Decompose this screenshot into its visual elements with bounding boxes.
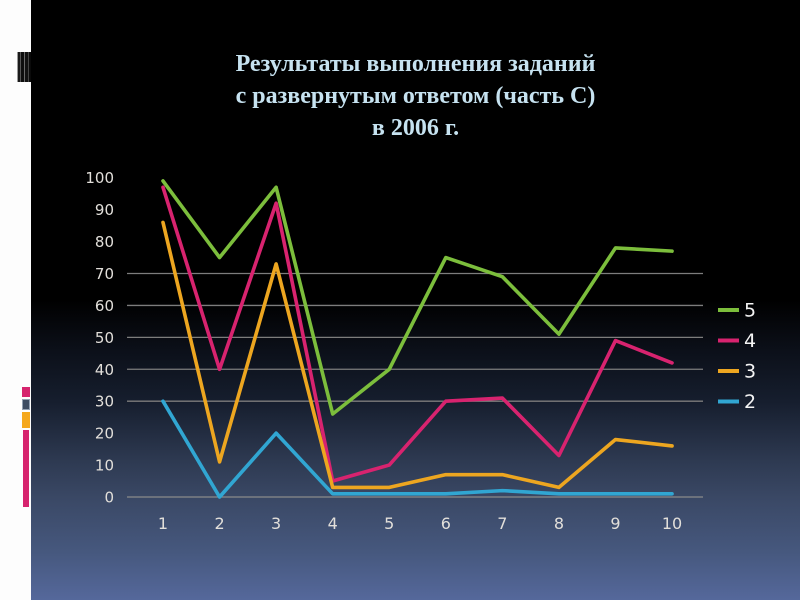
series-line-5 (161, 179, 674, 416)
pink-bar-decoration (23, 430, 29, 507)
legend-label-3: 3 (744, 361, 756, 383)
x-axis-label-2: 2 (214, 514, 224, 533)
orange-square-decoration (22, 412, 30, 428)
slide-title: Результаты выполнения заданий с разверну… (31, 48, 800, 144)
slide-title-line-2: с развернутым ответом (часть С) (235, 83, 596, 109)
y-axis-label-10: 10 (95, 457, 114, 475)
x-axis-label-7: 7 (497, 514, 507, 533)
series-line-2 (161, 399, 674, 499)
y-axis-label-50: 50 (95, 329, 114, 347)
navy-square-decoration (22, 399, 30, 410)
series-line-3 (161, 220, 674, 490)
legend-label-2: 2 (744, 391, 756, 413)
series-line-4 (161, 185, 674, 483)
y-axis-label-60: 60 (95, 297, 114, 315)
x-axis-label-5: 5 (384, 514, 394, 533)
left-margin-strip (0, 0, 31, 600)
y-axis-label-100: 100 (85, 169, 114, 187)
slide-title-line-3: в 2006 г. (371, 115, 460, 141)
barcode-decoration (17, 52, 31, 82)
x-axis-label-1: 1 (158, 514, 168, 533)
pink-square-decoration (22, 387, 30, 397)
y-axis-label-40: 40 (95, 361, 114, 379)
y-axis-label-0: 0 (104, 489, 114, 507)
x-axis-label-6: 6 (441, 514, 451, 533)
y-axis-label-90: 90 (95, 201, 114, 219)
x-axis-label-3: 3 (271, 514, 281, 533)
y-axis-label-80: 80 (95, 233, 114, 251)
y-axis-label-70: 70 (95, 265, 114, 283)
legend-label-5: 5 (744, 300, 756, 322)
y-axis-label-30: 30 (95, 393, 114, 411)
slide-title-line-1: Результаты выполнения заданий (235, 51, 596, 77)
x-axis-label-9: 9 (610, 514, 620, 533)
x-axis-label-10: 10 (662, 514, 682, 533)
x-axis-label-8: 8 (554, 514, 564, 533)
x-axis-label-4: 4 (328, 514, 338, 533)
legend-label-4: 4 (744, 330, 756, 352)
y-axis-label-20: 20 (95, 425, 114, 443)
